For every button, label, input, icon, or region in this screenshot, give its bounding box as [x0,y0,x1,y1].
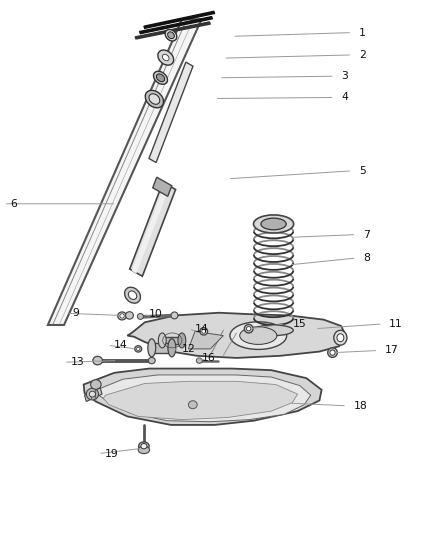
Ellipse shape [135,346,142,352]
Ellipse shape [200,328,208,335]
Polygon shape [140,17,212,34]
Ellipse shape [334,330,347,345]
Text: 11: 11 [389,319,403,329]
Text: 9: 9 [73,308,80,318]
Ellipse shape [156,74,165,82]
Ellipse shape [118,312,127,320]
Ellipse shape [330,350,335,356]
Polygon shape [103,381,297,419]
Polygon shape [48,19,201,325]
Text: 15: 15 [292,319,306,329]
Polygon shape [162,337,182,344]
Polygon shape [153,177,172,196]
Ellipse shape [244,325,253,333]
Ellipse shape [124,287,141,303]
Polygon shape [149,62,193,163]
Ellipse shape [91,379,101,389]
Text: 18: 18 [353,401,367,411]
Ellipse shape [128,291,137,300]
Ellipse shape [328,348,337,358]
Text: 2: 2 [359,50,366,60]
Ellipse shape [254,325,293,336]
Ellipse shape [168,32,174,39]
Polygon shape [127,313,346,358]
Polygon shape [132,185,169,273]
Ellipse shape [126,312,134,319]
Text: 3: 3 [341,71,348,81]
Ellipse shape [188,401,197,409]
Polygon shape [130,182,176,276]
Text: 14: 14 [195,324,209,334]
Ellipse shape [148,358,155,364]
Polygon shape [152,343,172,353]
Text: 1: 1 [359,28,366,38]
Text: 4: 4 [341,92,348,102]
Text: 7: 7 [363,230,370,240]
Ellipse shape [171,312,178,319]
Ellipse shape [149,94,160,104]
Ellipse shape [89,391,95,397]
Polygon shape [85,387,102,401]
Ellipse shape [138,446,150,454]
Text: 10: 10 [149,309,163,319]
Text: 17: 17 [385,345,399,356]
Ellipse shape [261,218,286,230]
Ellipse shape [196,358,202,364]
Text: 13: 13 [71,357,84,367]
Text: 19: 19 [105,449,118,458]
Polygon shape [96,375,311,422]
Ellipse shape [141,443,147,449]
Ellipse shape [158,50,173,65]
Ellipse shape [202,329,206,333]
Text: 12: 12 [182,344,196,354]
Text: 6: 6 [11,199,17,209]
Ellipse shape [158,333,166,348]
Ellipse shape [138,313,144,319]
Ellipse shape [145,90,163,108]
Ellipse shape [230,322,287,350]
Text: 8: 8 [363,253,370,263]
Polygon shape [135,22,210,39]
Ellipse shape [240,327,277,344]
Ellipse shape [86,388,99,400]
Ellipse shape [162,54,169,61]
Ellipse shape [93,357,102,365]
Ellipse shape [168,339,176,357]
Polygon shape [144,11,215,28]
Ellipse shape [178,333,186,348]
Ellipse shape [137,348,140,351]
Text: 5: 5 [359,166,366,176]
Ellipse shape [337,334,344,342]
Text: 16: 16 [201,353,215,363]
Ellipse shape [120,314,124,318]
Ellipse shape [139,442,149,450]
Ellipse shape [254,215,293,233]
Polygon shape [84,368,321,425]
Text: 14: 14 [114,340,128,350]
Ellipse shape [247,327,251,331]
Ellipse shape [153,71,167,84]
Ellipse shape [148,339,155,357]
Ellipse shape [165,29,177,41]
Polygon shape [188,332,223,349]
